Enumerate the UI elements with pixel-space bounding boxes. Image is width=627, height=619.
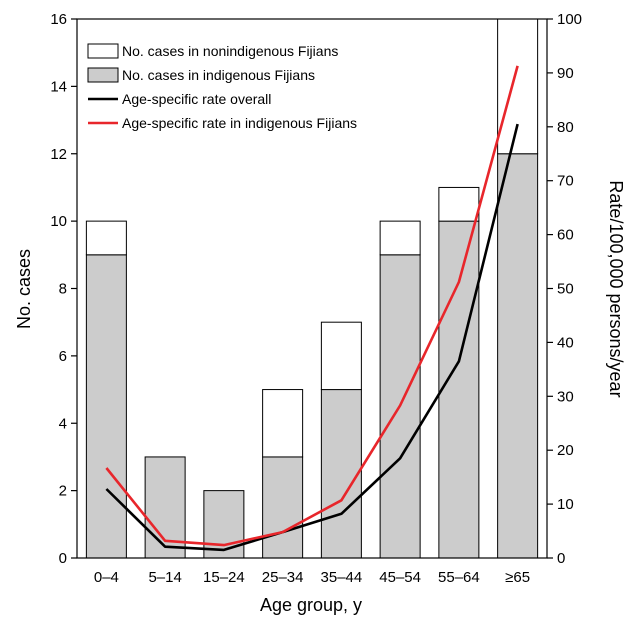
x-tick-label: 35–44 xyxy=(321,569,363,586)
legend-label: Age-specific rate overall xyxy=(122,91,271,107)
legend-label: No. cases in indigenous Fijians xyxy=(122,67,315,83)
bar-nonindigenous xyxy=(497,18,539,155)
legend-label: No. cases in nonindigenous Fijians xyxy=(122,43,338,59)
bar-nonindigenous xyxy=(85,220,127,256)
y-axis-title: No. cases xyxy=(14,249,34,329)
y-right-tick-label: 100 xyxy=(557,11,582,28)
y-right-tick-label: 50 xyxy=(557,281,574,298)
y-right-tick-label: 40 xyxy=(557,334,574,351)
y-right-tick-label: 60 xyxy=(557,227,574,244)
y-tick-label: 14 xyxy=(50,78,67,95)
bar-nonindigenous xyxy=(438,186,480,222)
y-tick-label: 12 xyxy=(50,146,67,163)
legend-box-swatch xyxy=(87,43,119,59)
y-tick-label: 10 xyxy=(50,213,67,230)
ticks-group: 0 2 4 6 8 10 12 14 16 0 10 20 30 40 50 60 70 80 90 100 0–4 5–… xyxy=(50,11,582,586)
y-right-tick-label: 70 xyxy=(557,173,574,190)
x-tick-label: ≥65 xyxy=(505,569,530,586)
lines-group xyxy=(105,65,519,552)
y-right-tick-label: 80 xyxy=(557,119,574,136)
bar-nonindigenous xyxy=(379,220,421,256)
bar-indigenous xyxy=(497,153,539,559)
x-axis-title: Age group, y xyxy=(260,595,362,615)
y-tick-label: 4 xyxy=(59,415,67,432)
bars-group xyxy=(85,18,539,559)
y-tick-label: 16 xyxy=(50,11,67,28)
x-tick-label: 25–34 xyxy=(262,569,304,586)
legend-box-swatch xyxy=(87,67,119,83)
y-right-tick-label: 30 xyxy=(557,388,574,405)
line-rate-overall xyxy=(105,123,519,552)
y-axis-right-title: Rate/100,000 persons/year xyxy=(606,180,626,397)
x-tick-label: 45–54 xyxy=(379,569,421,586)
y-tick-label: 6 xyxy=(59,348,67,365)
line-rate-indigenous xyxy=(105,65,519,547)
x-tick-label: 0–4 xyxy=(94,569,119,586)
legend: No. cases in nonindigenous Fijians No. ca… xyxy=(87,43,357,131)
x-tick-label: 5–14 xyxy=(148,569,181,586)
bar-indigenous xyxy=(262,456,304,559)
y-tick-label: 8 xyxy=(59,281,67,298)
y-right-tick-label: 90 xyxy=(557,65,574,82)
bar-indigenous xyxy=(320,389,362,559)
y-tick-label: 2 xyxy=(59,483,67,500)
bar-indigenous xyxy=(438,220,480,559)
x-tick-label: 55–64 xyxy=(438,569,480,586)
y-right-tick-label: 0 xyxy=(557,550,565,567)
bar-nonindigenous xyxy=(320,321,362,391)
bar-nonindigenous xyxy=(262,389,304,458)
y-right-tick-label: 20 xyxy=(557,442,574,459)
bar-indigenous xyxy=(85,254,127,559)
x-tick-label: 15–24 xyxy=(203,569,245,586)
y-tick-label: 0 xyxy=(59,550,67,567)
y-right-tick-label: 10 xyxy=(557,496,574,513)
legend-label: Age-specific rate in indigenous Fijians xyxy=(122,115,357,131)
